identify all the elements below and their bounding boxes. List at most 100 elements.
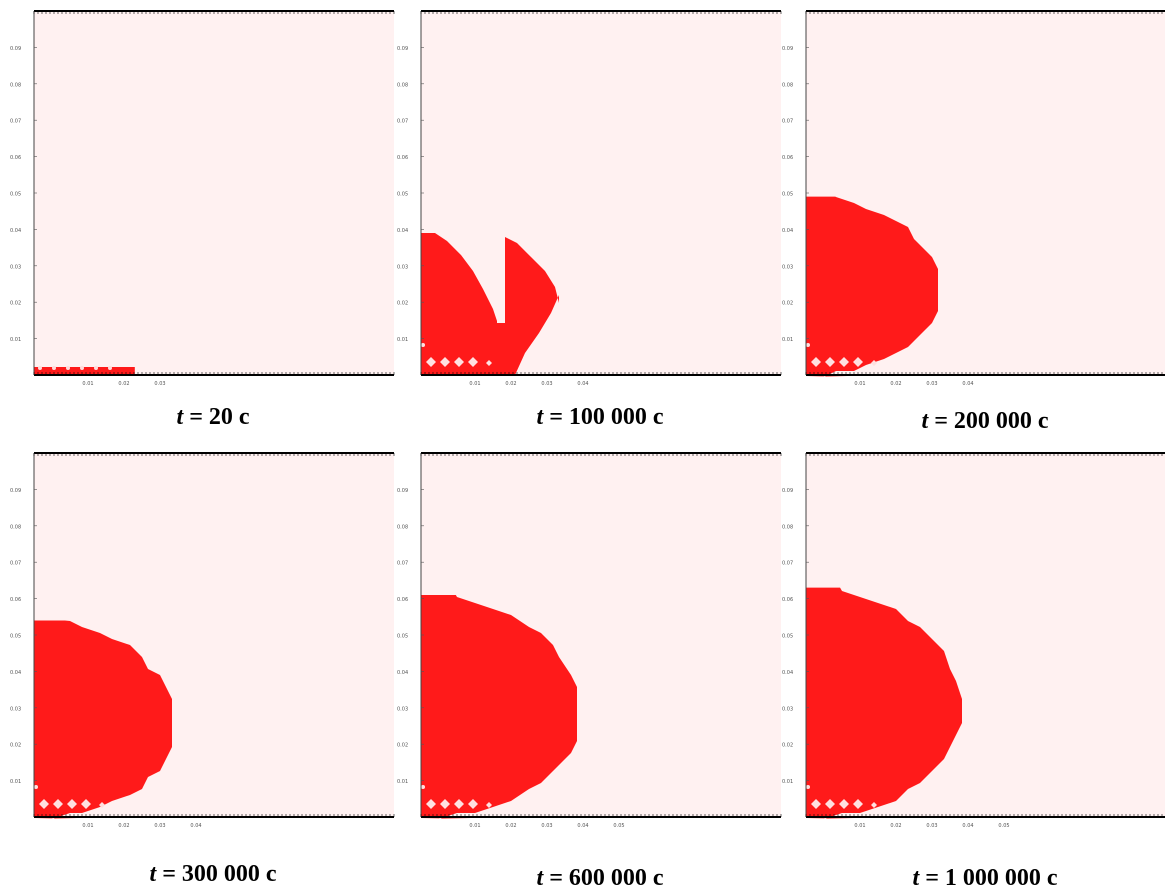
y-tick-label: 0.08 bbox=[10, 82, 21, 88]
bottom-blob bbox=[871, 802, 877, 808]
x-tick-label: 0.01 bbox=[854, 381, 865, 387]
y-tick-label: 0.01 bbox=[397, 337, 408, 343]
time-value: 200 000 c bbox=[953, 408, 1049, 434]
panel-1: 0.09 0.08 0.07 0.06 0.05 0.04 0.03 0.02 0.01 0.01… bbox=[10, 10, 395, 387]
bottom-blob bbox=[811, 799, 821, 809]
bottom-blob bbox=[421, 343, 425, 347]
bottom-blob bbox=[871, 360, 877, 366]
bottom-blob bbox=[53, 799, 63, 809]
red-region bbox=[421, 594, 577, 819]
strip-dot bbox=[66, 366, 70, 370]
bottom-blob bbox=[486, 802, 492, 808]
time-label: t = bbox=[912, 865, 939, 891]
bottom-blob bbox=[825, 799, 835, 809]
x-tick-label: 0.03 bbox=[541, 381, 552, 387]
time-label: t = bbox=[149, 861, 176, 887]
y-tick-label: 0.08 bbox=[782, 82, 793, 88]
plot-area: 0.09 0.08 0.07 0.06 0.05 0.04 0.03 0.02 0.01 0.01… bbox=[397, 452, 782, 829]
x-tick-label: 0.01 bbox=[82, 823, 93, 829]
bottom-blob bbox=[67, 799, 77, 809]
strip-dot bbox=[108, 366, 112, 370]
x-tick-label: 0.04 bbox=[962, 823, 973, 829]
y-tick-label: 0.04 bbox=[782, 228, 793, 234]
y-tick-label: 0.07 bbox=[782, 561, 793, 567]
y-tick-label: 0.03 bbox=[10, 264, 21, 270]
time-label: t = bbox=[921, 408, 948, 434]
plot-area: 0.09 0.08 0.07 0.06 0.05 0.04 0.03 0.02 0.01 0.01… bbox=[782, 10, 1165, 387]
bottom-blob bbox=[421, 785, 425, 789]
y-tick-label: 0.04 bbox=[397, 228, 408, 234]
x-tick-label: 0.02 bbox=[118, 823, 129, 829]
bottom-blob bbox=[34, 785, 38, 789]
plot-4: 0.09 0.08 0.07 0.06 0.05 0.04 0.03 0.02 0.01 0.01… bbox=[10, 452, 395, 829]
caption-4: t = 300 000 c bbox=[33, 861, 393, 888]
plot-6: 0.09 0.08 0.07 0.06 0.05 0.04 0.03 0.02 0.01 0.01… bbox=[782, 452, 1165, 829]
y-tick-label: 0.06 bbox=[782, 597, 793, 603]
plot-1: 0.09 0.08 0.07 0.06 0.05 0.04 0.03 0.02 0.01 0.01… bbox=[10, 10, 395, 387]
bottom-blob bbox=[839, 799, 849, 809]
y-tick-label: 0.07 bbox=[10, 561, 21, 567]
x-tick-label: 0.02 bbox=[890, 381, 901, 387]
x-tick-label: 0.01 bbox=[82, 381, 93, 387]
bottom-blob bbox=[39, 799, 49, 809]
y-tick-label: 0.03 bbox=[10, 706, 21, 712]
bottom-blob bbox=[839, 357, 849, 367]
y-tick-label: 0.09 bbox=[782, 46, 793, 52]
time-label: t = bbox=[536, 865, 563, 891]
y-tick-label: 0.01 bbox=[782, 337, 793, 343]
y-tick-label: 0.02 bbox=[782, 301, 793, 307]
plot-area: 0.09 0.08 0.07 0.06 0.05 0.04 0.03 0.02 0.01 0.01… bbox=[782, 452, 1165, 829]
panel-5: 0.09 0.08 0.07 0.06 0.05 0.04 0.03 0.02 0.01 0.01… bbox=[397, 452, 782, 829]
bottom-blob bbox=[806, 785, 810, 789]
panel-3: 0.09 0.08 0.07 0.06 0.05 0.04 0.03 0.02 0.01 0.01… bbox=[782, 10, 1165, 387]
x-tick-label: 0.04 bbox=[577, 823, 588, 829]
y-tick-label: 0.06 bbox=[10, 597, 21, 603]
y-tick-label: 0.04 bbox=[397, 670, 408, 676]
y-tick-label: 0.01 bbox=[397, 779, 408, 785]
y-tick-label: 0.07 bbox=[782, 119, 793, 125]
bottom-blob bbox=[853, 357, 863, 367]
x-tick-label: 0.03 bbox=[154, 823, 165, 829]
caption-5: t = 600 000 c bbox=[420, 865, 780, 892]
y-tick-label: 0.08 bbox=[397, 82, 408, 88]
y-tick-label: 0.07 bbox=[397, 119, 408, 125]
x-tick-label: 0.05 bbox=[998, 823, 1009, 829]
bottom-blob bbox=[468, 357, 478, 367]
y-tick-label: 0.08 bbox=[782, 524, 793, 530]
bottom-blob bbox=[99, 802, 105, 808]
y-tick-label: 0.01 bbox=[782, 779, 793, 785]
caption-2: t = 100 000 c bbox=[420, 404, 780, 431]
bottom-blob bbox=[426, 799, 436, 809]
y-tick-label: 0.09 bbox=[397, 488, 408, 494]
red-region bbox=[806, 196, 938, 377]
time-value: 300 000 c bbox=[181, 861, 277, 887]
bottom-blob bbox=[81, 799, 91, 809]
x-tick-label: 0.02 bbox=[505, 381, 516, 387]
x-tick-label: 0.02 bbox=[118, 381, 129, 387]
red-region bbox=[806, 587, 962, 819]
y-tick-label: 0.06 bbox=[397, 597, 408, 603]
y-tick-label: 0.02 bbox=[10, 743, 21, 749]
red-region bbox=[34, 620, 172, 819]
y-tick-label: 0.05 bbox=[782, 634, 793, 640]
bottom-blob bbox=[454, 799, 464, 809]
caption-6: t = 1 000 000 c bbox=[805, 865, 1165, 892]
time-label: t = bbox=[176, 404, 203, 430]
strip-dot bbox=[52, 366, 56, 370]
y-tick-label: 0.03 bbox=[397, 264, 408, 270]
plot-background bbox=[34, 11, 394, 375]
bottom-blob bbox=[853, 799, 863, 809]
strip-dot bbox=[94, 366, 98, 370]
x-tick-label: 0.04 bbox=[577, 381, 588, 387]
time-value: 20 c bbox=[208, 404, 250, 430]
y-tick-label: 0.08 bbox=[10, 524, 21, 530]
bottom-blob bbox=[454, 357, 464, 367]
x-tick-label: 0.01 bbox=[854, 823, 865, 829]
y-tick-label: 0.03 bbox=[782, 706, 793, 712]
plot-area: 0.09 0.08 0.07 0.06 0.05 0.04 0.03 0.02 0.01 0.01… bbox=[10, 10, 395, 387]
x-tick-label: 0.04 bbox=[190, 823, 201, 829]
y-tick-label: 0.07 bbox=[397, 561, 408, 567]
y-tick-label: 0.04 bbox=[10, 228, 21, 234]
bottom-blob bbox=[811, 357, 821, 367]
panel-4: 0.09 0.08 0.07 0.06 0.05 0.04 0.03 0.02 0.01 0.01… bbox=[10, 452, 395, 829]
